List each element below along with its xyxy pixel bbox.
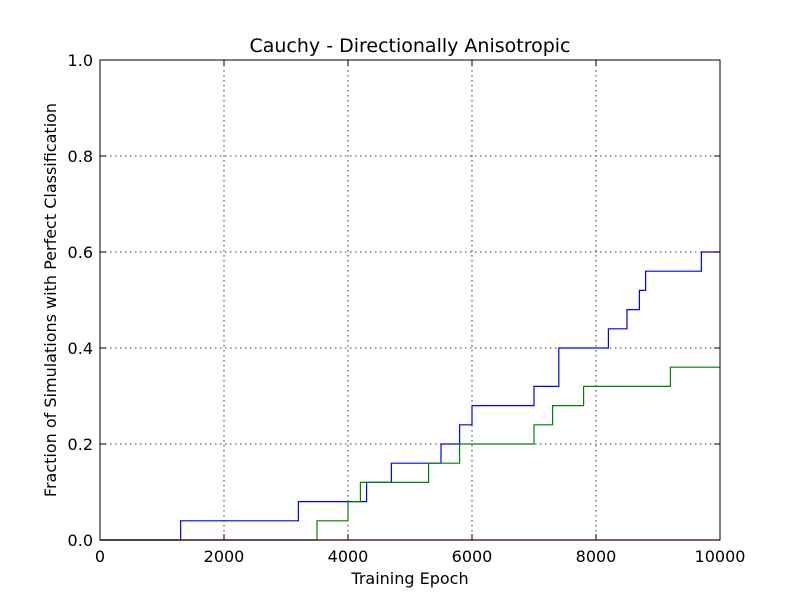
y-tick-label: 0.2 [68,435,93,454]
x-axis: 0 2000 4000 6000 8000 10000 [95,60,746,566]
x-tick-label: 10000 [695,547,746,566]
y-tick-label: 0.0 [68,531,93,550]
y-axis-title: Fraction of Simulations with Perfect Cla… [41,103,60,497]
x-tick-label: 4000 [328,547,369,566]
x-tick-label: 2000 [204,547,245,566]
grid [100,60,720,540]
x-tick-label: 6000 [452,547,493,566]
chart-title: Cauchy - Directionally Anisotropic [249,35,570,57]
x-tick-label: 0 [95,547,105,566]
x-tick-label: 8000 [576,547,617,566]
x-axis-title: Training Epoch [350,569,468,588]
y-tick-label: 0.4 [68,339,93,358]
series-line-1 [100,251,720,541]
plot-frame [99,59,721,541]
y-tick-label: 1.0 [68,51,93,70]
series-line-2 [100,366,720,541]
y-tick-label: 0.6 [68,243,93,262]
y-tick-label: 0.8 [68,147,93,166]
series-group [100,251,720,541]
y-axis: 0.0 0.2 0.4 0.6 0.8 1.0 [68,51,720,550]
